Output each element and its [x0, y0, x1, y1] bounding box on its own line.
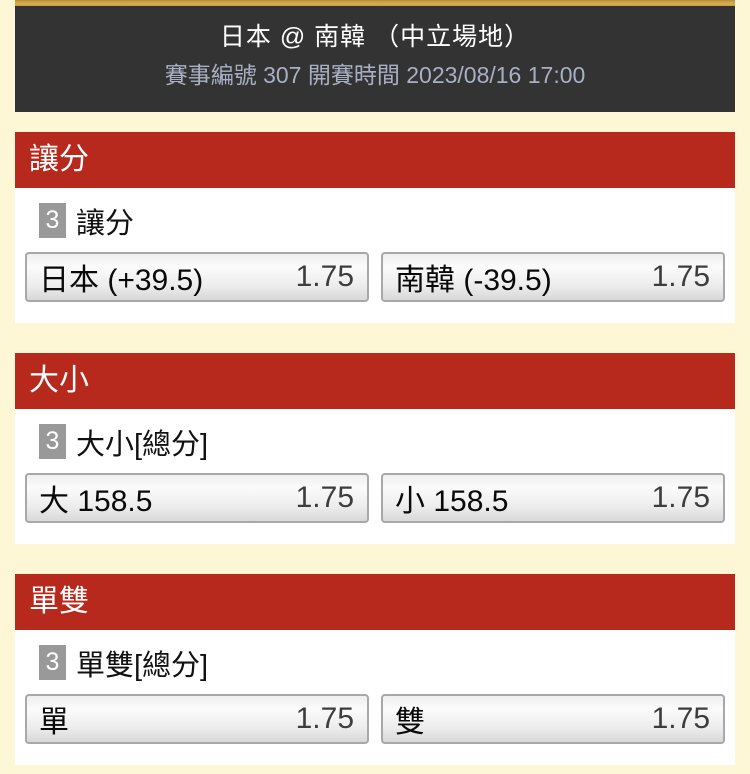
selections-row: 單 1.75 雙 1.75 [25, 694, 725, 744]
section-body-handicap: 3 讓分 日本 (+39.5) 1.75 南韓 (-39.5) 1.75 [15, 188, 735, 323]
selection-name: 大 158.5 [39, 485, 153, 518]
odds-button-handicap-away[interactable]: 日本 (+39.5) 1.75 [25, 252, 369, 302]
market-label: 讓分 [76, 207, 135, 240]
selection-name: 小 158.5 [395, 485, 509, 518]
section-body-over-under: 3 大小[總分] 大 158.5 1.75 小 158.5 1.75 [15, 409, 735, 544]
odds-button-under[interactable]: 小 158.5 1.75 [381, 473, 725, 523]
market-label: 單雙[總分] [76, 649, 209, 682]
selection-odds: 1.75 [651, 702, 710, 735]
section-handicap: 讓分 3 讓分 日本 (+39.5) 1.75 南韓 (-39.5) 1.75 [15, 132, 735, 323]
market-label-row: 3 單雙[總分] [39, 645, 725, 682]
section-body-odd-even: 3 單雙[總分] 單 1.75 雙 1.75 [15, 630, 735, 765]
selection-odds: 1.75 [651, 260, 710, 293]
section-header-handicap: 讓分 [15, 132, 735, 188]
market-count-badge: 3 [39, 424, 66, 459]
selections-row: 日本 (+39.5) 1.75 南韓 (-39.5) 1.75 [25, 252, 725, 302]
section-header-over-under: 大小 [15, 353, 735, 409]
market-count-badge: 3 [39, 203, 66, 238]
match-subtitle: 賽事編號 307 開賽時間 2023/08/16 17:00 [164, 62, 586, 88]
market-count-badge: 3 [39, 645, 66, 680]
market-label: 大小[總分] [76, 428, 209, 461]
section-over-under: 大小 3 大小[總分] 大 158.5 1.75 小 158.5 1.75 [15, 353, 735, 544]
selection-odds: 1.75 [651, 481, 710, 514]
odds-button-even[interactable]: 雙 1.75 [381, 694, 725, 744]
selection-name: 雙 [395, 706, 425, 739]
market-label-row: 3 讓分 [39, 203, 725, 240]
selection-odds: 1.75 [295, 481, 354, 514]
market-label-row: 3 大小[總分] [39, 424, 725, 461]
selection-odds: 1.75 [295, 702, 354, 735]
selection-name: 單 [39, 706, 69, 739]
section-header-odd-even: 單雙 [15, 574, 735, 630]
odds-button-over[interactable]: 大 158.5 1.75 [25, 473, 369, 523]
selection-name: 南韓 (-39.5) [395, 264, 552, 297]
selection-name: 日本 (+39.5) [39, 264, 204, 297]
section-odd-even: 單雙 3 單雙[總分] 單 1.75 雙 1.75 [15, 574, 735, 765]
selection-odds: 1.75 [295, 260, 354, 293]
top-accent-bar [15, 0, 735, 6]
odds-button-odd[interactable]: 單 1.75 [25, 694, 369, 744]
match-header: 日本 @ 南韓 （中立場地） 賽事編號 307 開賽時間 2023/08/16 … [15, 6, 735, 112]
match-title: 日本 @ 南韓 （中立場地） [219, 23, 531, 51]
selections-row: 大 158.5 1.75 小 158.5 1.75 [25, 473, 725, 523]
odds-button-handicap-home[interactable]: 南韓 (-39.5) 1.75 [381, 252, 725, 302]
content-frame: 日本 @ 南韓 （中立場地） 賽事編號 307 開賽時間 2023/08/16 … [15, 0, 735, 765]
